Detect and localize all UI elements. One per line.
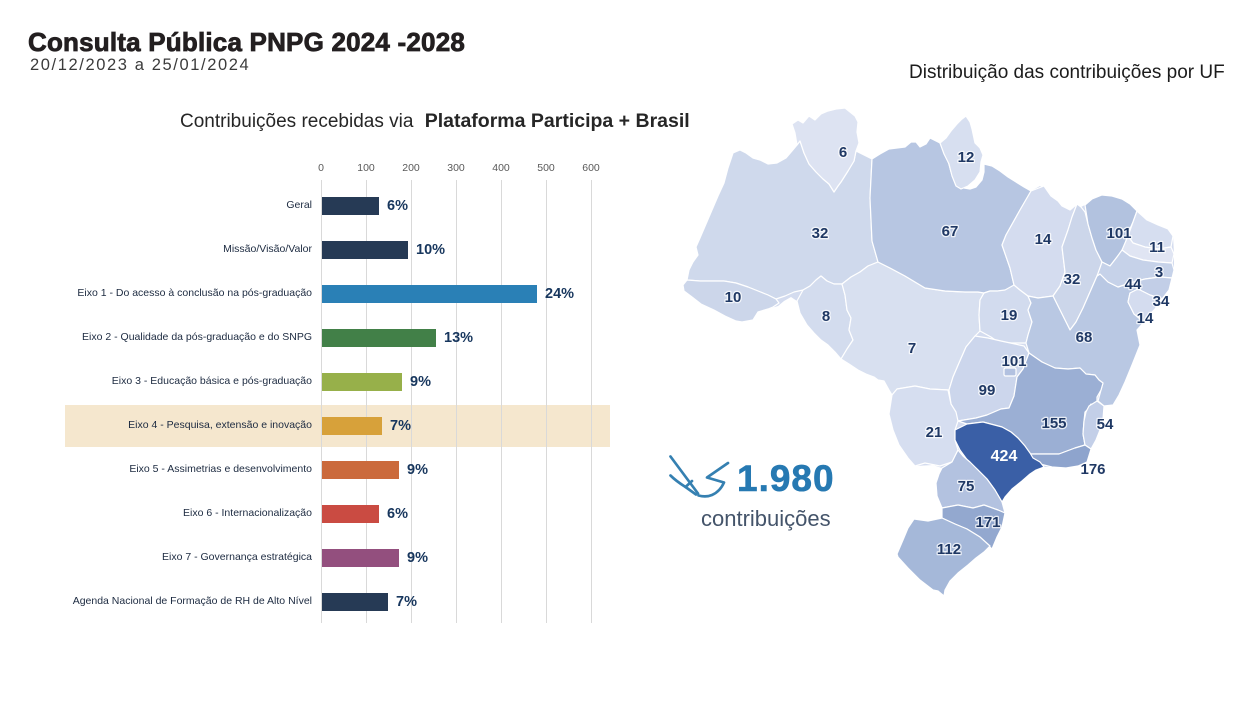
svg-text:32: 32 <box>1064 271 1081 288</box>
svg-text:54: 54 <box>1097 416 1114 433</box>
svg-text:99: 99 <box>979 382 996 399</box>
svg-text:176: 176 <box>1080 461 1105 478</box>
svg-text:14: 14 <box>1137 310 1154 327</box>
svg-text:8: 8 <box>822 308 830 325</box>
svg-text:101: 101 <box>1001 353 1026 370</box>
svg-text:6: 6 <box>839 144 847 161</box>
svg-text:34: 34 <box>1153 293 1170 310</box>
svg-text:14: 14 <box>1035 231 1052 248</box>
svg-text:68: 68 <box>1076 329 1093 346</box>
svg-text:155: 155 <box>1041 415 1066 432</box>
svg-text:11: 11 <box>1149 239 1165 256</box>
svg-text:75: 75 <box>958 478 975 495</box>
svg-text:424: 424 <box>991 448 1018 465</box>
svg-text:7: 7 <box>908 340 916 357</box>
svg-text:44: 44 <box>1125 276 1142 293</box>
svg-text:21: 21 <box>926 424 943 441</box>
svg-text:67: 67 <box>942 223 959 240</box>
svg-text:112: 112 <box>937 541 961 558</box>
svg-text:32: 32 <box>812 225 829 242</box>
svg-text:19: 19 <box>1001 307 1018 324</box>
svg-text:171: 171 <box>975 514 1000 531</box>
svg-text:12: 12 <box>958 149 975 166</box>
svg-text:3: 3 <box>1155 264 1163 281</box>
svg-text:101: 101 <box>1106 225 1131 242</box>
svg-text:10: 10 <box>725 289 742 306</box>
